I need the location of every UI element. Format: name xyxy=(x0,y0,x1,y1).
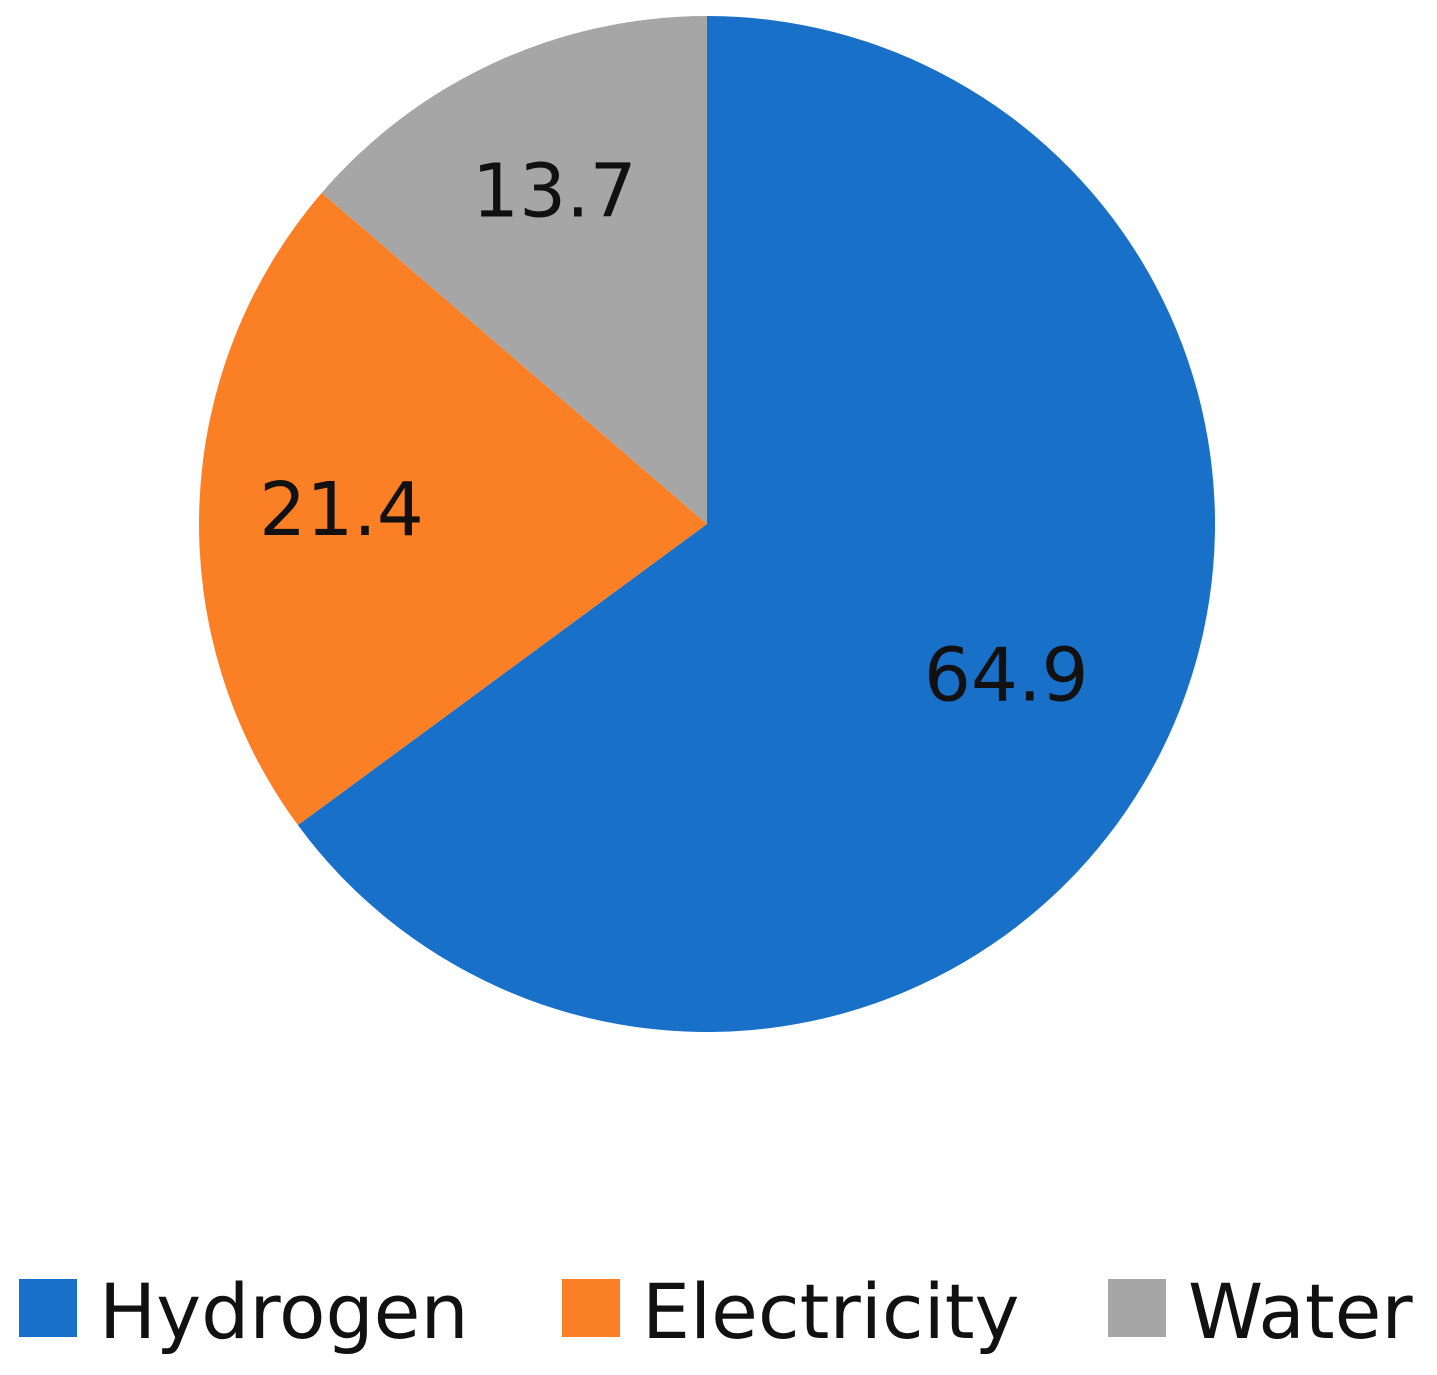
pie-slices xyxy=(198,16,1216,1032)
pie-slice-electricity xyxy=(198,192,707,826)
data-label-hydrogen: 64.9 xyxy=(924,632,1089,718)
legend-swatch-hydrogen xyxy=(19,1279,77,1337)
data-label-water: 13.7 xyxy=(472,149,637,235)
legend: Hydrogen Electricity Water xyxy=(19,1267,1413,1356)
pie-slice-water xyxy=(321,16,707,524)
legend-swatch-electricity xyxy=(562,1279,620,1337)
legend-label-hydrogen: Hydrogen xyxy=(99,1267,469,1356)
legend-label-electricity: Electricity xyxy=(642,1267,1020,1356)
pie-slice-hydrogen xyxy=(297,16,1216,1032)
data-label-electricity: 21.4 xyxy=(259,467,424,553)
pie-data-labels: 64.9 21.4 13.7 xyxy=(259,149,1088,719)
legend-label-water: Water xyxy=(1188,1267,1413,1356)
legend-swatch-water xyxy=(1108,1279,1166,1337)
